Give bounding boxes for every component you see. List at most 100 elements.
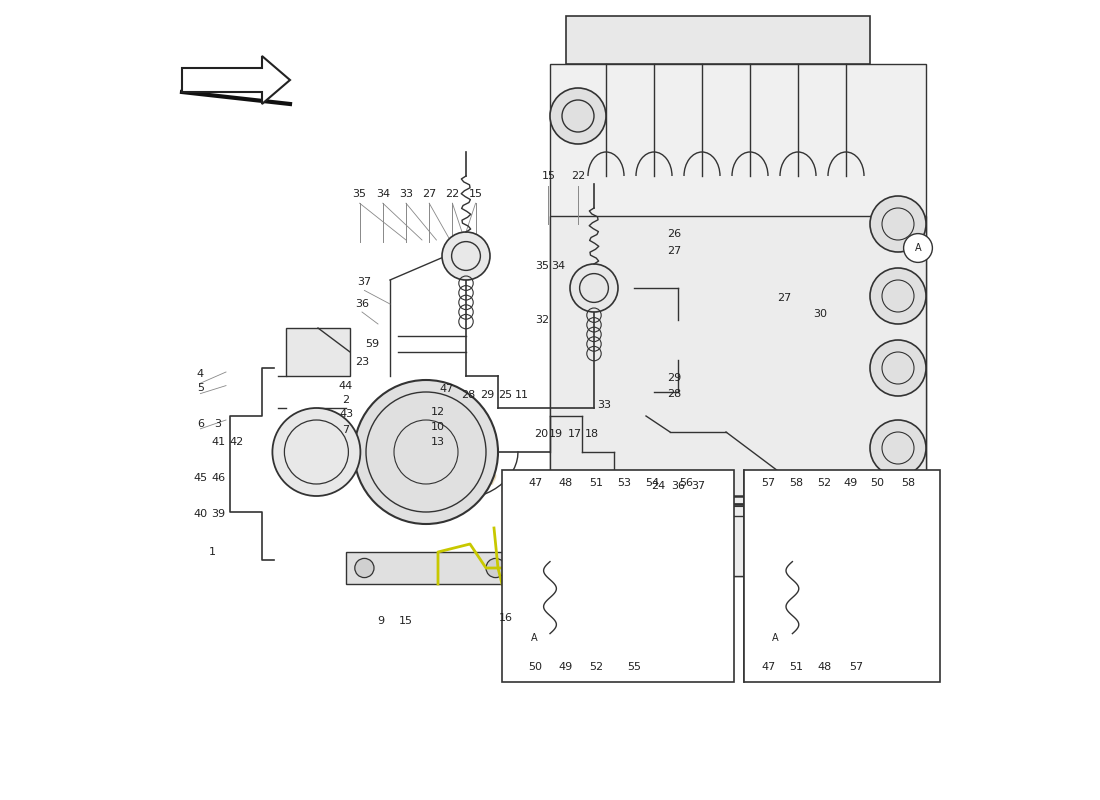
Text: 53: 53 [617, 478, 631, 488]
Text: 22: 22 [571, 171, 585, 181]
FancyBboxPatch shape [550, 216, 926, 576]
Circle shape [626, 554, 642, 570]
Circle shape [870, 340, 926, 396]
Circle shape [870, 268, 926, 324]
Text: 56: 56 [679, 478, 693, 488]
Text: 27: 27 [422, 189, 437, 198]
Text: 32: 32 [535, 315, 549, 325]
Text: 41: 41 [211, 438, 226, 447]
Circle shape [762, 625, 788, 650]
Polygon shape [286, 328, 350, 376]
Circle shape [550, 88, 606, 144]
Text: 36: 36 [355, 299, 368, 309]
Circle shape [521, 625, 547, 650]
Text: 33: 33 [597, 400, 612, 410]
Text: 6: 6 [197, 419, 204, 429]
Text: 25: 25 [498, 390, 513, 400]
Text: 10: 10 [431, 422, 446, 432]
Text: 35: 35 [535, 261, 549, 270]
Text: 28: 28 [667, 389, 681, 398]
Text: 51: 51 [590, 478, 604, 488]
Text: 49: 49 [559, 662, 573, 672]
Text: a passion for parts since 1985: a passion for parts since 1985 [481, 467, 811, 573]
Text: 4: 4 [197, 369, 204, 378]
Text: 20: 20 [535, 429, 548, 438]
Text: 15: 15 [469, 189, 483, 198]
Text: 47: 47 [528, 478, 542, 488]
Circle shape [894, 503, 938, 548]
Polygon shape [566, 16, 870, 64]
Text: 29: 29 [667, 373, 681, 382]
Text: 15: 15 [399, 616, 412, 626]
Text: 59: 59 [365, 339, 380, 349]
Text: 57: 57 [849, 662, 864, 672]
Text: 16: 16 [499, 613, 513, 622]
Circle shape [870, 196, 926, 252]
Circle shape [666, 502, 714, 550]
Text: 18: 18 [584, 429, 598, 438]
Text: 40: 40 [194, 509, 208, 518]
Text: 26: 26 [667, 229, 681, 238]
Text: eu: eu [570, 306, 722, 414]
Text: 24: 24 [651, 482, 666, 491]
Text: 47: 47 [761, 662, 776, 672]
Circle shape [870, 420, 926, 476]
Text: 52: 52 [817, 478, 832, 488]
Text: 27: 27 [778, 293, 792, 302]
Text: 9: 9 [377, 616, 384, 626]
Text: 37: 37 [358, 278, 372, 287]
Text: 19: 19 [549, 429, 563, 438]
Text: 22: 22 [446, 189, 460, 198]
Text: 47: 47 [440, 384, 454, 394]
Text: 36: 36 [671, 482, 685, 491]
Text: 3: 3 [214, 419, 221, 429]
Text: 57: 57 [761, 478, 776, 488]
Text: 1: 1 [209, 547, 216, 557]
Text: 5: 5 [197, 383, 204, 393]
Circle shape [903, 234, 933, 262]
Circle shape [273, 408, 361, 496]
Text: 28: 28 [461, 390, 475, 400]
Text: 54: 54 [646, 478, 660, 488]
Text: 37: 37 [691, 482, 705, 491]
Circle shape [442, 232, 490, 280]
Text: 48: 48 [559, 478, 573, 488]
Text: A: A [915, 243, 922, 253]
Text: 50: 50 [529, 662, 542, 672]
Text: A: A [530, 633, 537, 642]
Text: 35: 35 [353, 189, 366, 198]
Text: 51: 51 [790, 662, 803, 672]
Text: 7: 7 [342, 425, 350, 434]
Polygon shape [346, 552, 514, 584]
Text: 50: 50 [870, 478, 884, 488]
Text: 23: 23 [355, 357, 370, 366]
Text: 13: 13 [431, 438, 446, 447]
Text: 58: 58 [901, 478, 915, 488]
Circle shape [486, 558, 505, 578]
Text: 48: 48 [817, 662, 832, 672]
FancyBboxPatch shape [745, 470, 940, 682]
Text: 34: 34 [376, 189, 389, 198]
Text: 15: 15 [541, 171, 556, 181]
Text: 34: 34 [551, 261, 565, 270]
Text: 43: 43 [339, 410, 353, 419]
Text: 2: 2 [342, 395, 350, 405]
Text: 17: 17 [568, 429, 582, 438]
Text: 42: 42 [229, 438, 243, 447]
Text: 58: 58 [790, 478, 803, 488]
Text: 39: 39 [211, 509, 226, 518]
Text: 55: 55 [627, 662, 641, 672]
Circle shape [355, 558, 374, 578]
FancyBboxPatch shape [502, 470, 734, 682]
Text: 52: 52 [590, 662, 604, 672]
Text: 11: 11 [515, 390, 529, 400]
Text: 45: 45 [194, 473, 208, 482]
Text: 30: 30 [813, 309, 827, 318]
Text: 46: 46 [211, 473, 226, 482]
Text: 27: 27 [667, 246, 681, 256]
Text: 29: 29 [481, 390, 495, 400]
Polygon shape [182, 56, 290, 104]
Circle shape [570, 264, 618, 312]
Text: 33: 33 [399, 189, 412, 198]
Text: 12: 12 [431, 407, 446, 417]
